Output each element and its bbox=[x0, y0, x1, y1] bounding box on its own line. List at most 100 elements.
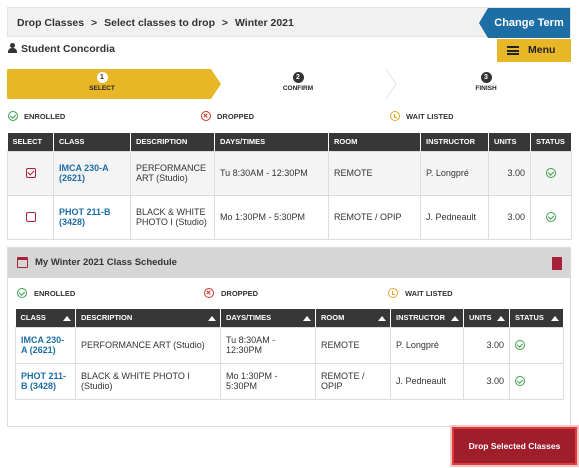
hamburger-icon bbox=[507, 46, 519, 55]
room: REMOTE / OPIP bbox=[315, 362, 391, 400]
step-select: 1 SELECT bbox=[72, 72, 132, 92]
legend-dropped: DROPPED bbox=[221, 289, 259, 298]
x-circle-icon bbox=[204, 288, 214, 298]
breadcrumb-item-term: Winter 2021 bbox=[234, 17, 294, 29]
class-link[interactable]: IMCA 230-A (2621) bbox=[15, 326, 76, 364]
units: 3.00 bbox=[463, 326, 510, 364]
legend-enrolled: ENROLLED bbox=[34, 289, 76, 298]
col-header-status[interactable]: STATUS bbox=[509, 309, 564, 327]
days-times: Tu 8:30AM - 12:30PM bbox=[214, 150, 329, 196]
clock-icon bbox=[388, 288, 398, 298]
col-header-instructor[interactable]: INSTRUCTOR bbox=[390, 309, 464, 327]
check-circle-icon bbox=[515, 376, 525, 386]
col-header-room: ROOM bbox=[328, 133, 421, 151]
description: PERFORMANCE ART (Studio) bbox=[75, 326, 221, 364]
sort-asc-icon bbox=[303, 316, 311, 321]
description: PERFORMANCE ART (Studio) bbox=[130, 150, 215, 196]
checkbox-icon[interactable] bbox=[25, 212, 36, 222]
col-header-room[interactable]: ROOM bbox=[315, 309, 391, 327]
days-times: Tu 8:30AM - 12:30PM bbox=[220, 326, 316, 364]
menu-button[interactable]: Menu bbox=[497, 39, 571, 62]
collapse-icon[interactable] bbox=[552, 257, 562, 270]
col-header-units: UNITS bbox=[488, 133, 531, 151]
table-row: IMCA 230-A (2621) PERFORMANCE ART (Studi… bbox=[15, 326, 564, 364]
schedule-title: My Winter 2021 Class Schedule bbox=[35, 257, 177, 268]
class-schedule-panel: My Winter 2021 Class Schedule ENROLLED D… bbox=[7, 247, 571, 427]
col-header-units[interactable]: UNITS bbox=[463, 309, 510, 327]
x-circle-icon bbox=[201, 111, 211, 121]
table-row: PHOT 211-B (3428) BLACK & WHITE PHOTO I … bbox=[15, 362, 564, 400]
legend-enrolled: ENROLLED bbox=[24, 112, 66, 121]
col-header-days: DAYS/TIMES bbox=[214, 133, 329, 151]
col-header-description: DESCRIPTION bbox=[130, 133, 215, 151]
drop-select-table: SELECT CLASS DESCRIPTION DAYS/TIMES ROOM… bbox=[7, 133, 572, 240]
legend-wait-listed: WAIT LISTED bbox=[406, 112, 454, 121]
user-icon bbox=[8, 43, 17, 53]
sort-asc-icon bbox=[63, 316, 71, 321]
legend-dropped: DROPPED bbox=[217, 112, 255, 121]
days-times: Mo 1:30PM - 5:30PM bbox=[220, 362, 316, 400]
progress-steps: 1 SELECT 2 CONFIRM 3 FINISH bbox=[7, 69, 571, 99]
checkbox-icon[interactable] bbox=[25, 168, 36, 178]
student-label: Student Concordia bbox=[8, 43, 115, 55]
breadcrumb: Drop Classes > Select classes to drop > … bbox=[17, 17, 298, 29]
description: BLACK & WHITE PHOTO I (Studio) bbox=[130, 194, 215, 240]
instructor: P. Longpré bbox=[390, 326, 464, 364]
drop-selected-classes-button[interactable]: Drop Selected Classes bbox=[452, 427, 577, 465]
step-active-bar bbox=[7, 69, 221, 99]
calendar-icon bbox=[17, 257, 28, 268]
table-row: PHOT 211-B (3428) BLACK & WHITE PHOTO I … bbox=[7, 194, 572, 240]
status-cell bbox=[509, 326, 564, 364]
select-cell bbox=[7, 194, 54, 240]
breadcrumb-separator: > bbox=[221, 17, 229, 29]
check-circle-icon bbox=[546, 168, 556, 178]
col-header-instructor: INSTRUCTOR bbox=[420, 133, 489, 151]
check-circle-icon bbox=[8, 111, 18, 121]
col-header-class: CLASS bbox=[53, 133, 131, 151]
class-link[interactable]: PHOT 211-B (3428) bbox=[15, 362, 76, 400]
step-confirm: 2 CONFIRM bbox=[268, 72, 328, 92]
sort-asc-icon bbox=[451, 316, 459, 321]
class-link[interactable]: PHOT 211-B (3428) bbox=[53, 194, 131, 240]
step-number: 2 bbox=[292, 72, 304, 83]
step-label: FINISH bbox=[475, 85, 497, 92]
step-label: CONFIRM bbox=[282, 85, 314, 92]
schedule-table: CLASS DESCRIPTION DAYS/TIMES ROOM INSTRU… bbox=[15, 309, 564, 400]
clock-icon bbox=[390, 111, 400, 121]
table-row: IMCA 230-A (2621) PERFORMANCE ART (Studi… bbox=[7, 150, 572, 196]
sort-asc-icon bbox=[551, 316, 559, 321]
legend-wait-listed: WAIT LISTED bbox=[405, 289, 453, 298]
breadcrumb-bar: Drop Classes > Select classes to drop > … bbox=[7, 7, 571, 38]
breadcrumb-separator: > bbox=[91, 17, 98, 29]
class-link[interactable]: IMCA 230-A (2621) bbox=[53, 150, 131, 196]
col-header-class[interactable]: CLASS bbox=[15, 309, 76, 327]
breadcrumb-item-drop-classes[interactable]: Drop Classes bbox=[17, 17, 85, 29]
step-number: 3 bbox=[480, 72, 492, 83]
step-number: 1 bbox=[96, 72, 108, 83]
room: REMOTE bbox=[315, 326, 391, 364]
col-header-select: SELECT bbox=[7, 133, 54, 151]
col-header-days[interactable]: DAYS/TIMES bbox=[220, 309, 316, 327]
sort-asc-icon bbox=[208, 316, 216, 321]
sort-asc-icon bbox=[497, 316, 505, 321]
units: 3.00 bbox=[463, 362, 510, 400]
status-cell bbox=[530, 150, 572, 196]
select-cell bbox=[7, 150, 54, 196]
check-circle-icon bbox=[515, 340, 525, 350]
room: REMOTE / OPIP bbox=[328, 194, 421, 240]
check-circle-icon bbox=[17, 288, 27, 298]
room: REMOTE bbox=[328, 150, 421, 196]
units: 3.00 bbox=[488, 194, 531, 240]
schedule-header[interactable]: My Winter 2021 Class Schedule bbox=[8, 248, 570, 278]
days-times: Mo 1:30PM - 5:30PM bbox=[214, 194, 329, 240]
instructor: J. Pedneault bbox=[390, 362, 464, 400]
instructor: P. Longpré bbox=[420, 150, 489, 196]
instructor: J. Pedneault bbox=[420, 194, 489, 240]
breadcrumb-item-select[interactable]: Select classes to drop bbox=[104, 17, 215, 29]
menu-label: Menu bbox=[528, 44, 556, 56]
step-label: SELECT bbox=[89, 85, 115, 92]
change-term-button[interactable]: Change Term bbox=[479, 8, 570, 38]
sort-asc-icon bbox=[378, 316, 386, 321]
check-circle-icon bbox=[546, 212, 556, 222]
col-header-description[interactable]: DESCRIPTION bbox=[75, 309, 221, 327]
